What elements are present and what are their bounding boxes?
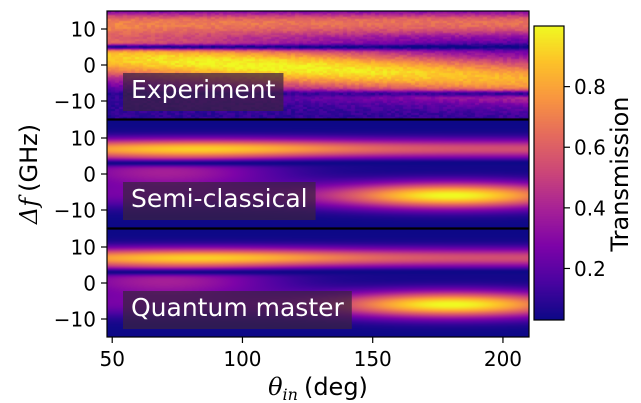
y-axis-label: Δf(GHz) — [15, 124, 43, 225]
panel-3: Quantum master — [106, 228, 530, 338]
y-tick-label: −10 — [54, 199, 96, 223]
panel-label-box — [123, 291, 352, 329]
x-tick-label: 150 — [354, 347, 392, 371]
panel-1: Experiment — [106, 10, 530, 120]
y-axis-unit: (GHz) — [15, 124, 43, 192]
y-tick-label: 0 — [83, 54, 96, 78]
y-tick-label: 0 — [83, 272, 96, 296]
x-axis-label: θin (deg) — [268, 373, 368, 403]
panel-label: Quantum master — [131, 293, 345, 322]
y-tick-label: 10 — [71, 236, 96, 260]
colorbar-tick-label: 0.8 — [574, 75, 606, 99]
panel-2: Semi-classical — [106, 119, 530, 229]
heatmap-panels: Experiment Semi-classical Quantum master — [106, 10, 530, 338]
x-axis: 50 100 150 200 θin (deg) — [99, 337, 522, 403]
colorbar-tick-label: 0.6 — [574, 136, 606, 160]
x-tick-label: 50 — [99, 347, 124, 371]
y-tick-label: 10 — [71, 127, 96, 151]
panel-label: Experiment — [131, 75, 276, 104]
x-tick-label: 200 — [484, 347, 522, 371]
x-axis-symbol: θ — [268, 373, 283, 401]
x-axis-subscript: in — [283, 385, 298, 403]
y-tick-label: −10 — [54, 90, 96, 114]
panel-label-box — [123, 73, 284, 111]
colorbar-tick-label: 0.2 — [574, 257, 606, 281]
colorbar-tick-label: 0.4 — [574, 196, 606, 220]
colorbar-gradient — [534, 26, 564, 320]
y-axis: 10 0 −10 10 0 −10 10 0 −10 Δf(GHz) — [15, 18, 107, 332]
y-tick-label: −10 — [54, 308, 96, 332]
panel-label-box — [123, 182, 316, 220]
y-tick-label: 0 — [83, 163, 96, 187]
y-tick-label: 10 — [71, 18, 96, 42]
x-tick-label: 100 — [223, 347, 261, 371]
colorbar-label: Transmission — [606, 96, 634, 252]
colorbar-frame — [533, 25, 565, 321]
panel-label: Semi-classical — [131, 184, 308, 213]
x-axis-unit: (deg) — [304, 373, 368, 401]
y-axis-symbol: Δf — [15, 194, 43, 225]
